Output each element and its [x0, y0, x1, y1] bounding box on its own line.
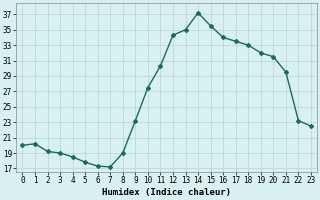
X-axis label: Humidex (Indice chaleur): Humidex (Indice chaleur) — [102, 188, 231, 197]
